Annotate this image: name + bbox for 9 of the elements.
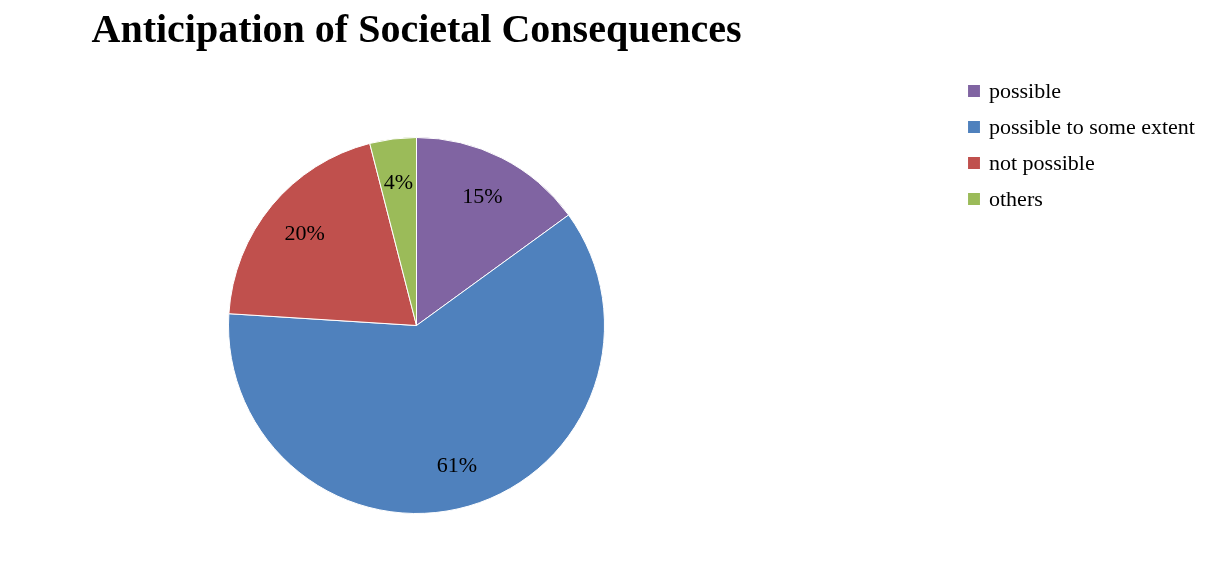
legend-label: possible to some extent — [989, 114, 1195, 139]
legend-label: others — [989, 186, 1043, 211]
legend-label: possible — [989, 78, 1062, 103]
data-label: 15% — [462, 183, 503, 209]
data-label: 4% — [383, 168, 413, 194]
chart-title: Anticipation of Societal Consequences — [91, 6, 742, 51]
data-label: 61% — [436, 451, 478, 477]
legend-label: not possible — [989, 150, 1095, 175]
data-label: 20% — [284, 220, 325, 246]
